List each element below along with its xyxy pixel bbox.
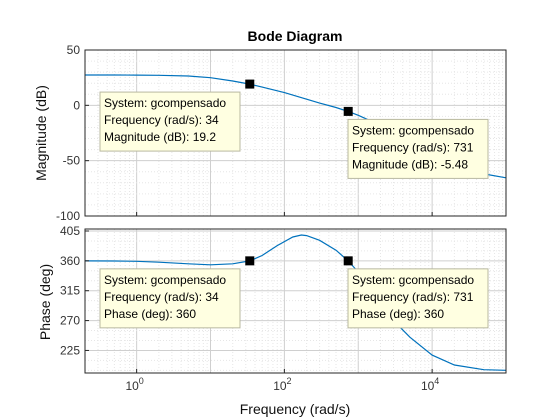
magnitude-axis-label: Magnitude (dB): [33, 85, 49, 181]
y-tick-label: -100: [56, 209, 80, 223]
axes-box: [84, 49, 507, 217]
data-tip[interactable]: System: gcompensado Frequency (rad/s): 34…: [99, 79, 255, 152]
data-tip-marker[interactable]: [343, 256, 353, 266]
data-tip-line: Frequency (rad/s): 34: [104, 290, 219, 304]
y-tick-label: 225: [60, 343, 80, 357]
data-tip[interactable]: System: gcompensado Frequency (rad/s): 73…: [343, 256, 489, 329]
data-tip-marker[interactable]: [245, 256, 255, 266]
y-tick-label: 360: [60, 254, 80, 268]
data-tip-line: Frequency (rad/s): 731: [352, 140, 474, 154]
y-tick-label: 270: [60, 314, 80, 328]
x-tick-label: 102: [273, 376, 291, 393]
data-tip-box: [99, 91, 241, 152]
data-tip-line: Phase (deg): 360: [104, 307, 196, 321]
data-tip-marker[interactable]: [245, 79, 255, 89]
grid: [84, 49, 507, 217]
x-axis-label: Frequency (rad/s): [240, 401, 350, 417]
data-tip-line: Magnitude (dB): -5.48: [352, 157, 468, 171]
data-tip[interactable]: System: gcompensado Frequency (rad/s): 73…: [343, 106, 489, 179]
y-tick-label: -50: [63, 154, 81, 168]
data-tip-line: Magnitude (dB): 19.2: [104, 130, 216, 144]
data-tip-line: System: gcompensado: [352, 273, 474, 287]
data-tip-box: [99, 268, 241, 329]
y-tick-label: 315: [60, 284, 80, 298]
x-tick-label: 104: [421, 376, 439, 393]
y-tick-label: 50: [67, 43, 81, 57]
y-tick-label: 0: [73, 98, 80, 112]
data-tip-line: Frequency (rad/s): 34: [104, 113, 219, 127]
axes-box: [84, 228, 507, 374]
phase-line: [84, 234, 507, 371]
data-tip-line: System: gcompensado: [104, 96, 226, 110]
data-tip-box: [347, 268, 489, 329]
data-tip-marker[interactable]: [343, 106, 353, 116]
phase-axis-label: Phase (deg): [37, 264, 53, 340]
data-tip-line: Frequency (rad/s): 731: [352, 290, 474, 304]
data-tip-line: System: gcompensado: [352, 123, 474, 137]
x-tick-label: 100: [125, 376, 143, 393]
chart-title: Bode Diagram: [248, 28, 343, 44]
data-tip-line: System: gcompensado: [104, 273, 226, 287]
data-tip-box: [347, 118, 489, 179]
y-tick-label: 405: [60, 224, 80, 238]
data-tip-line: Phase (deg): 360: [352, 307, 444, 321]
data-tip[interactable]: System: gcompensado Frequency (rad/s): 34…: [99, 256, 255, 329]
